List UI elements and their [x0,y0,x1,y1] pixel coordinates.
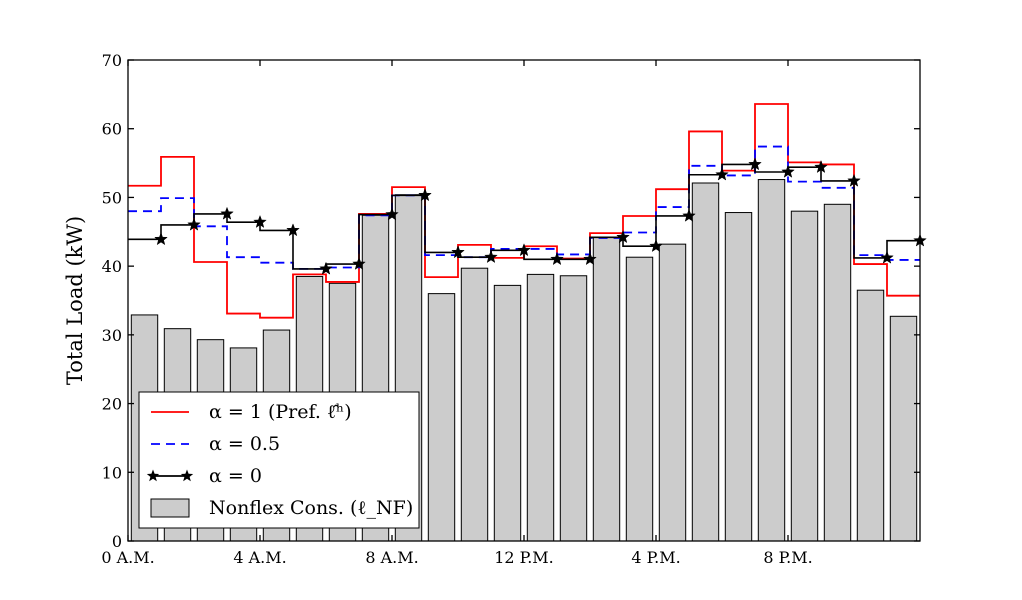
y-tick-label: 10 [102,463,122,482]
y-tick-label: 60 [102,120,122,139]
y-tick-label: 50 [102,188,122,207]
star-marker-hour-11 [517,243,531,257]
star-marker-hour-21 [847,173,861,187]
y-tick-label: 30 [102,326,122,345]
star-marker-hour-16 [682,208,696,222]
star-marker-hour-7 [385,207,399,221]
star-marker-hour-2 [220,206,234,220]
star-marker-hour-18 [748,157,762,171]
bar-nonflex-hour-15 [625,256,654,542]
bar-nonflex-hour-22 [856,289,885,542]
y-axis-label: Total Load (kW) [63,216,87,385]
star-marker-hour-15 [649,239,663,253]
legend-label: α = 0.5 [209,433,280,455]
legend-label: α = 1 (Pref. ℓ̂ʰ) [209,401,352,423]
star-marker-hour-1 [187,217,201,231]
star-marker-hour-3 [253,214,267,228]
star-marker-hour-10 [484,249,498,264]
star-marker-hour-0 [154,232,168,246]
y-tick-label: 40 [102,257,122,276]
bar-nonflex-hour-13 [559,275,588,542]
bar-nonflex-hour-19 [757,179,786,542]
x-tick-label: 4 P.M. [631,548,680,567]
legend-star-marker [146,469,160,482]
star-marker-hour-17 [715,167,729,181]
star-marker-hour-19 [781,164,795,178]
star-marker-hour-9 [451,245,465,259]
bar-nonflex-hour-12 [526,273,555,542]
bar-nonflex-hour-14 [592,236,621,542]
x-tick-label: 8 P.M. [763,548,812,567]
legend-star-marker [180,469,194,482]
bar-nonflex-hour-18 [724,212,753,542]
legend-label: α = 0 [209,465,262,487]
bar-nonflex-hour-21 [823,203,852,542]
legend-swatch-nonflex [150,498,190,518]
star-marker-hour-22 [880,250,894,264]
star-marker-hour-4 [286,223,300,237]
star-marker-hour-6 [352,256,366,270]
y-tick-labels: 0 10 20 30 40 50 60 70 [102,51,122,551]
y-tick-label: 70 [102,51,122,70]
bar-nonflex-hour-9 [427,293,456,542]
bar-nonflex-hour-10 [460,267,489,542]
legend: α = 1 (Pref. ℓ̂ʰ) α = 0.5 α = 0 Nonflex Con… [138,391,420,529]
star-marker-hour-5 [319,261,333,275]
legend-label: Nonflex Cons. (ℓ_NF) [209,497,413,519]
x-tick-label: 0 A.M. [101,548,154,567]
star-marker-hour-13 [583,252,597,266]
star-marker-hour-8 [418,188,432,202]
star-marker-hour-12 [550,252,564,266]
y-tick-label: 0 [112,532,122,551]
bar-nonflex-hour-17 [691,182,720,542]
bar-nonflex-hour-20 [790,210,819,542]
bar-nonflex-hour-16 [658,243,687,542]
tick-group [127,59,920,542]
x-tick-label: 8 A.M. [365,548,418,567]
x-tick-label: 12 P.M. [494,548,554,567]
star-marker-hour-20 [814,159,828,174]
bar-nonflex-hour-11 [493,284,522,542]
x-tick-labels: 0 A.M. 4 A.M. 8 A.M. 12 P.M. 4 P.M. 8 P.M. [101,548,812,567]
x-tick-label: 4 A.M. [233,548,286,567]
star-marker-hour-14 [616,230,630,244]
y-tick-label: 20 [102,395,122,414]
bar-nonflex-hour-23 [889,315,918,542]
